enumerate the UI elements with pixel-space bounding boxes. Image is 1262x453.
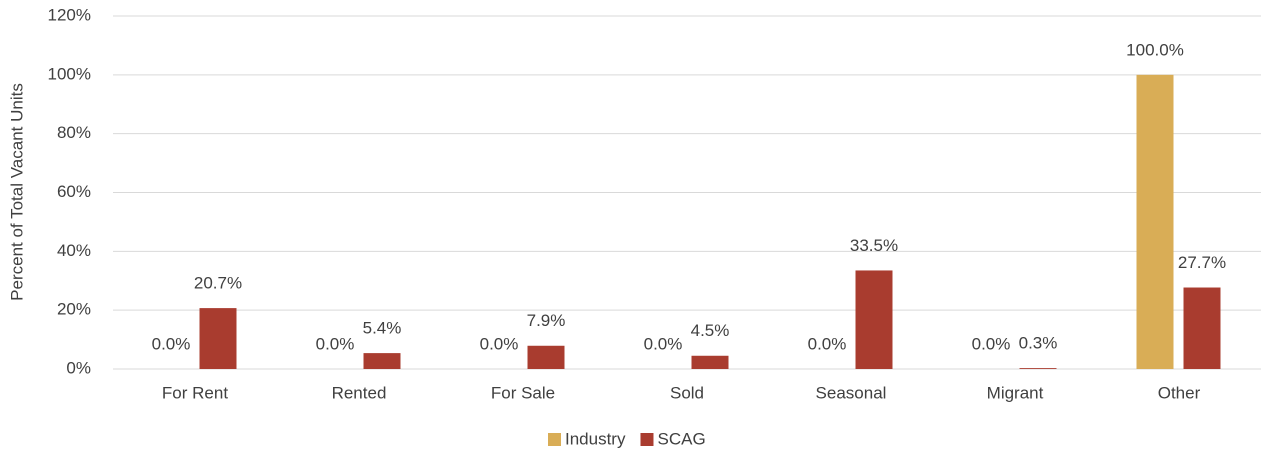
data-label: 0.0% — [480, 334, 519, 353]
bar — [855, 270, 893, 369]
data-label: 4.5% — [691, 321, 730, 340]
x-tick-label: For Sale — [491, 383, 555, 402]
data-label: 0.0% — [644, 334, 683, 353]
y-tick-label: 60% — [57, 182, 91, 201]
data-label: 7.9% — [527, 311, 566, 330]
bar — [1183, 287, 1221, 369]
x-tick-label: Sold — [670, 383, 704, 402]
bar — [527, 345, 565, 369]
data-label: 0.0% — [316, 334, 355, 353]
x-tick-label: Seasonal — [816, 383, 887, 402]
legend-label: Industry — [565, 429, 626, 448]
legend-swatch — [548, 433, 561, 446]
data-label: 27.7% — [1178, 253, 1226, 272]
y-tick-label: 120% — [48, 5, 91, 24]
x-tick-label: Other — [1158, 383, 1201, 402]
bar — [1019, 368, 1057, 369]
x-tick-label: Migrant — [987, 383, 1044, 402]
bar — [1136, 74, 1174, 369]
legend-label: SCAG — [657, 429, 705, 448]
y-tick-label: 20% — [57, 300, 91, 319]
data-label: 0.0% — [972, 334, 1011, 353]
y-tick-label: 100% — [48, 64, 91, 83]
bar — [199, 308, 237, 369]
bar — [691, 355, 729, 369]
data-label: 0.3% — [1019, 334, 1058, 353]
data-label: 0.0% — [152, 334, 191, 353]
y-axis-title: Percent of Total Vacant Units — [7, 83, 26, 301]
x-tick-label: Rented — [332, 383, 387, 402]
y-tick-label: 40% — [57, 241, 91, 260]
data-label: 33.5% — [850, 236, 898, 255]
data-label: 100.0% — [1126, 40, 1184, 59]
data-label: 20.7% — [194, 274, 242, 293]
bar — [363, 353, 401, 369]
y-tick-label: 80% — [57, 123, 91, 142]
legend-swatch — [640, 433, 654, 446]
data-label: 0.0% — [808, 334, 847, 353]
x-tick-label: For Rent — [162, 383, 228, 402]
y-tick-label: 0% — [66, 358, 91, 377]
data-label: 5.4% — [363, 319, 402, 338]
